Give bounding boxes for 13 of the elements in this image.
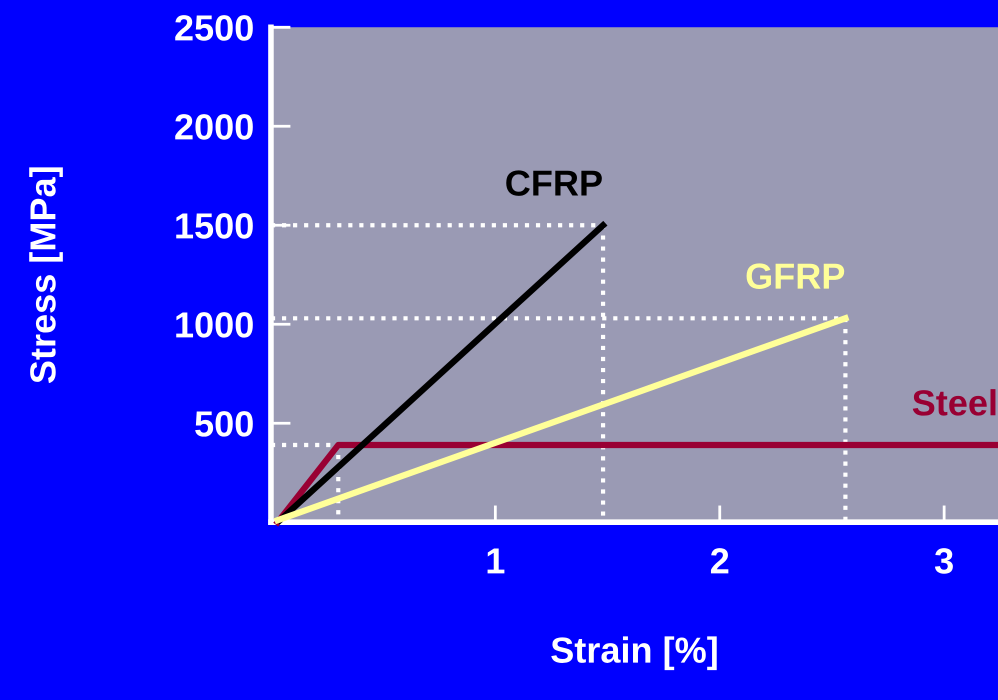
y-tick-label: 1500 [176, 213, 253, 239]
x-tick-label: 3 [934, 548, 953, 574]
x-axis-title: Strain [%] [551, 636, 717, 670]
y-tick-label: 500 [195, 411, 253, 437]
y-tick-label: 2500 [175, 15, 253, 41]
y-tick-label: 2000 [175, 114, 253, 140]
x-tick-label: 1 [488, 548, 504, 574]
y-axis-title: Stress [MPa] [29, 167, 63, 384]
series-label: Steel [912, 389, 996, 416]
y-tick-label: 1000 [176, 312, 253, 338]
series-label: GFRP [746, 263, 844, 289]
x-tick-label: 2 [710, 548, 728, 574]
series-label: CFRP [506, 170, 602, 196]
